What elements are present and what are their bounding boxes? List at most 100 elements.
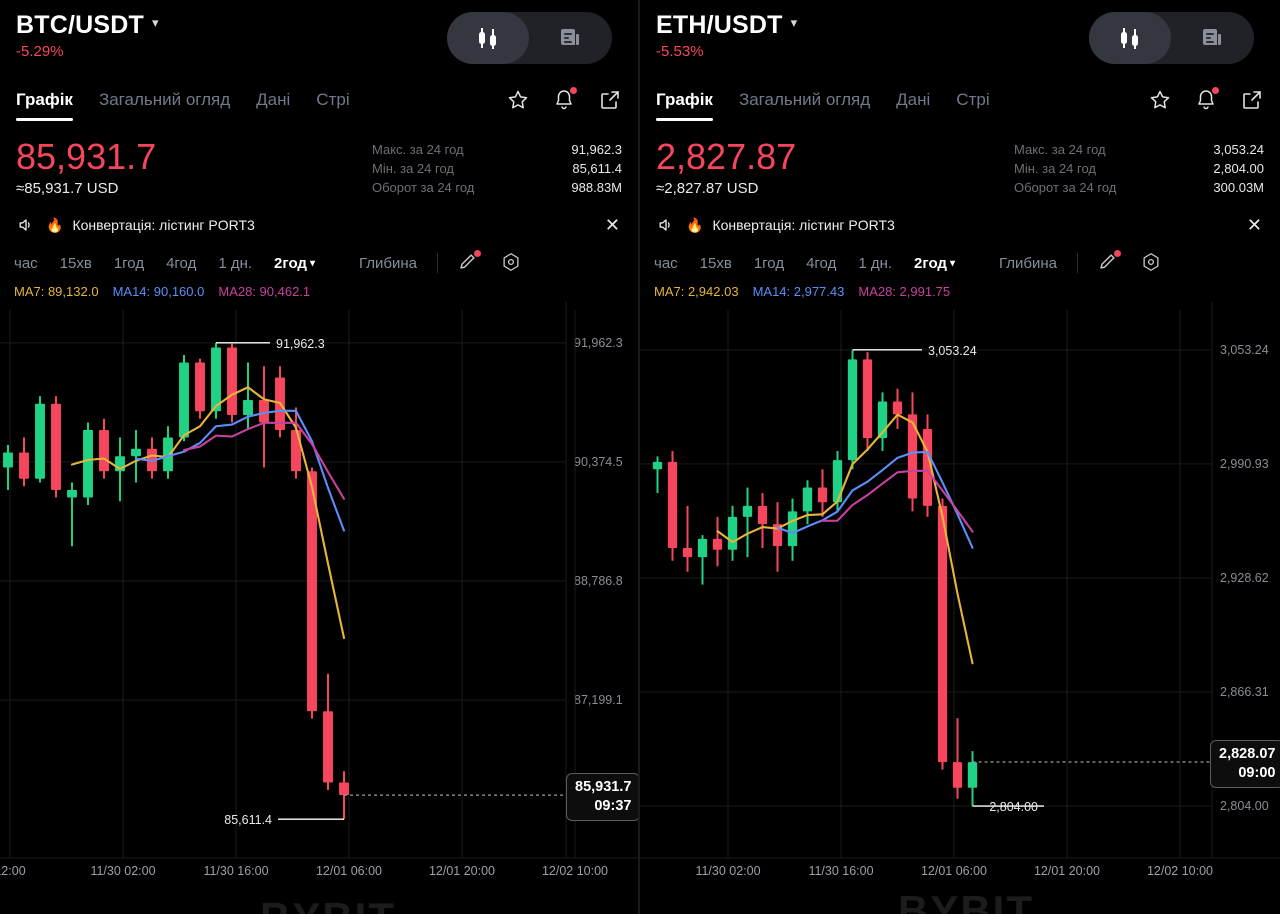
tab-overview[interactable]: Загальний огляд bbox=[98, 90, 231, 109]
toolbar-divider bbox=[436, 253, 438, 273]
orderbook-view-button[interactable] bbox=[1171, 12, 1253, 64]
target-icon[interactable] bbox=[1140, 251, 1164, 275]
ma28-label: MA28: 2,991.75 bbox=[858, 283, 951, 299]
candle bbox=[99, 430, 109, 472]
announcement-banner-eth[interactable]: 🔥 Конвертація: лістинг PORT3 ✕ bbox=[640, 208, 1280, 242]
price-block-btc: 85,931.7 ≈85,931.7 USD Макс. за 24 год 9… bbox=[0, 122, 638, 198]
flame-icon: 🔥 bbox=[686, 216, 704, 233]
target-icon[interactable] bbox=[500, 251, 524, 275]
y-axis-tick: 2,866.31 bbox=[1220, 685, 1269, 699]
candle bbox=[51, 403, 61, 490]
x-axis-tick: 12/01 20:00 bbox=[429, 864, 495, 878]
pair-selector[interactable]: BTC/USDT ▾ bbox=[16, 10, 159, 40]
timeframe-1d[interactable]: 1 дн. bbox=[858, 254, 893, 272]
candlestick-view-button[interactable] bbox=[1089, 12, 1171, 64]
price-left: 85,931.7 ≈85,931.7 USD bbox=[16, 136, 156, 198]
close-icon[interactable]: ✕ bbox=[604, 215, 620, 235]
last-price-usd: ≈2,827.87 USD bbox=[656, 180, 759, 197]
candle bbox=[907, 414, 918, 499]
chevron-down-icon: ▾ bbox=[949, 257, 955, 269]
last-price-tag-eth: 2,828.07 09:00 bbox=[1210, 740, 1280, 788]
timeframe-time[interactable]: час bbox=[14, 254, 38, 272]
candle bbox=[211, 347, 221, 412]
close-icon[interactable]: ✕ bbox=[1246, 215, 1262, 235]
view-toggle-group bbox=[447, 12, 612, 64]
tab-data[interactable]: Дані bbox=[256, 90, 291, 109]
bell-icon[interactable] bbox=[552, 87, 577, 112]
share-icon[interactable] bbox=[598, 88, 622, 112]
tag-time: 09:00 bbox=[1238, 765, 1276, 781]
candle bbox=[727, 516, 738, 550]
timeframe-2h-selected[interactable]: 2год ▾ bbox=[274, 255, 315, 272]
timeframe-15m[interactable]: 15хв bbox=[699, 254, 732, 272]
ma-line bbox=[776, 450, 974, 549]
x-axis-tick: 12/02 10:00 bbox=[1147, 864, 1213, 878]
timeframe-1h[interactable]: 1год bbox=[753, 254, 785, 272]
header-btc: BTC/USDT ▾ -5.29% bbox=[0, 0, 638, 78]
tab-overview[interactable]: Загальний огляд bbox=[738, 90, 871, 109]
stat-value-volume: 988.83M bbox=[571, 180, 622, 195]
pair-selector[interactable]: ETH/USDT ▾ bbox=[656, 10, 797, 40]
depth-button[interactable]: Глибина bbox=[358, 254, 417, 272]
panel-btc: BTC/USDT ▾ -5.29% bbox=[0, 0, 640, 914]
stat-label-low: Мін. за 24 год bbox=[1014, 161, 1096, 176]
candle bbox=[712, 538, 723, 550]
last-price-usd: ≈85,931.7 USD bbox=[16, 180, 119, 197]
x-axis-tick: 11/30 02:00 bbox=[695, 864, 760, 878]
timeframe-2h-label: 2год bbox=[274, 254, 307, 272]
timeframe-15m[interactable]: 15хв bbox=[59, 254, 92, 272]
timeframe-time[interactable]: час bbox=[654, 254, 678, 272]
candle bbox=[339, 782, 349, 796]
star-icon[interactable] bbox=[1148, 88, 1172, 112]
bell-icon[interactable] bbox=[1194, 87, 1219, 112]
timeframe-4h[interactable]: 4год bbox=[166, 254, 197, 272]
panel-eth: ETH/USDT ▾ -5.53% bbox=[640, 0, 1280, 914]
stat-value-volume: 300.03M bbox=[1213, 180, 1264, 195]
stats-24h: Макс. за 24 год 91,962.3 Мін. за 24 год … bbox=[372, 136, 622, 198]
y-axis-tick: 2,804.00 bbox=[1220, 799, 1269, 813]
last-price: 85,931.7 bbox=[16, 136, 157, 177]
candle bbox=[742, 505, 753, 517]
y-axis-tick: 91,962.3 bbox=[574, 336, 623, 350]
pair-row: BTC/USDT ▾ bbox=[16, 10, 622, 40]
price-left: 2,827.87 ≈2,827.87 USD bbox=[656, 136, 796, 198]
tab-stream[interactable]: Стрі bbox=[316, 90, 350, 109]
share-icon[interactable] bbox=[1240, 88, 1264, 112]
ma14-label: MA14: 90,160.0 bbox=[112, 283, 205, 299]
chart-btc[interactable]: 91,962.3 90,374.5 88,786.8 87,199.1 12:00 11/… bbox=[0, 302, 638, 914]
tab-stream[interactable]: Стрі bbox=[956, 90, 990, 109]
depth-button[interactable]: Глибина bbox=[998, 254, 1057, 272]
timeframe-2h-selected[interactable]: 2год ▾ bbox=[914, 255, 955, 272]
ma-legend-eth: MA7: 2,942.03 MA14: 2,977.43 MA28: 2,991… bbox=[640, 280, 1280, 302]
tab-chart[interactable]: Графік bbox=[16, 90, 73, 121]
candle bbox=[195, 362, 205, 412]
candle bbox=[323, 711, 333, 783]
ma-line bbox=[716, 413, 974, 665]
view-toggle-group bbox=[1089, 12, 1254, 64]
chevron-down-icon: ▾ bbox=[790, 15, 798, 30]
timeframe-4h[interactable]: 4год bbox=[806, 254, 837, 272]
announcement-banner-btc[interactable]: 🔥 Конвертація: лістинг PORT3 ✕ bbox=[0, 208, 638, 242]
x-axis-tick: 12/01 20:00 bbox=[1034, 864, 1100, 878]
pencil-icon[interactable] bbox=[456, 250, 481, 275]
tab-chart[interactable]: Графік bbox=[656, 90, 713, 121]
candle bbox=[937, 505, 948, 763]
ma-line bbox=[182, 421, 346, 500]
star-icon[interactable] bbox=[506, 88, 530, 112]
timeframe-1h[interactable]: 1год bbox=[113, 254, 145, 272]
stat-label-high: Макс. за 24 год bbox=[372, 142, 464, 157]
candle bbox=[3, 452, 13, 468]
stat-label-volume: Оборот за 24 год bbox=[1014, 180, 1117, 195]
candle bbox=[667, 461, 678, 548]
chart-eth[interactable]: 3,053.24 2,990.93 2,928.62 2,866.31 2,804.00… bbox=[640, 302, 1280, 914]
timeframe-1d[interactable]: 1 дн. bbox=[218, 254, 253, 272]
x-axis-tick: 11/30 16:00 bbox=[808, 864, 873, 878]
candle bbox=[163, 437, 173, 472]
orderbook-view-button[interactable] bbox=[529, 12, 611, 64]
tab-data[interactable]: Дані bbox=[896, 90, 931, 109]
pencil-icon[interactable] bbox=[1096, 250, 1121, 275]
candlestick-view-button[interactable] bbox=[447, 12, 529, 64]
y-axis-tick: 90,374.5 bbox=[574, 455, 623, 469]
speaker-icon bbox=[19, 219, 30, 231]
